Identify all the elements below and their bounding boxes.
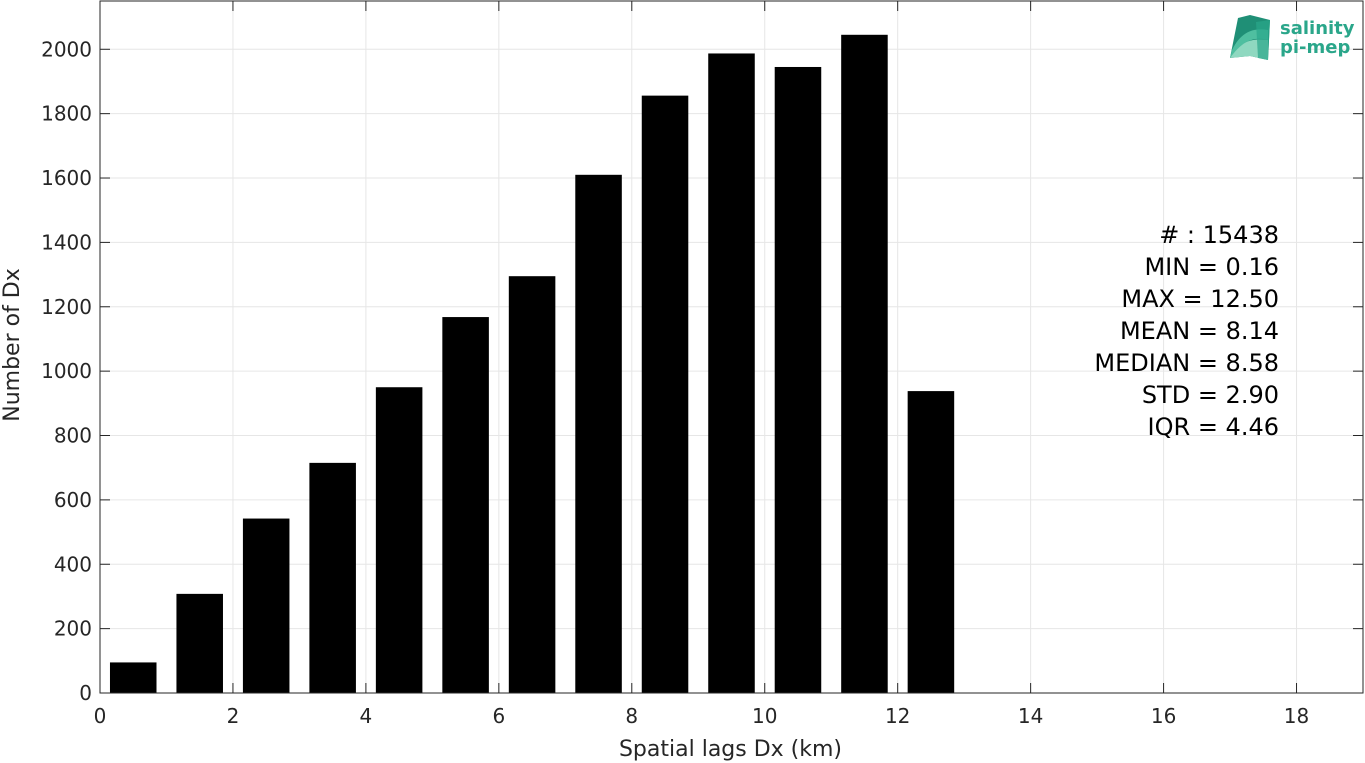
histogram-bar	[309, 462, 356, 693]
histogram-bar	[841, 34, 888, 693]
x-tick-label: 2	[227, 704, 240, 728]
y-tick-label: 1800	[41, 102, 92, 126]
histogram-bar	[109, 662, 157, 693]
stat-line: MIN = 0.16	[1144, 253, 1279, 281]
x-tick-labels: 0 2 4 6 8 10 12 14 16 18	[94, 704, 1310, 728]
stats-annotation: # : 15438 MIN = 0.16 MAX = 12.50 MEAN = 8.1…	[1094, 221, 1279, 441]
stat-line: MEDIAN = 8.58	[1094, 349, 1279, 377]
y-tick-label: 1200	[41, 295, 92, 319]
wave-logo-icon	[1230, 15, 1270, 60]
y-tick-label: 800	[54, 424, 92, 448]
y-tick-label: 0	[79, 681, 92, 705]
x-axis-label: Spatial lags Dx (km)	[619, 737, 842, 762]
histogram-bar	[242, 518, 290, 693]
histogram-bar	[575, 174, 622, 693]
logo-text-line1: salinity	[1280, 18, 1355, 39]
logo-text-line2: pi-mep	[1280, 37, 1350, 58]
x-tick-label: 8	[625, 704, 638, 728]
histogram-bar	[907, 391, 955, 693]
histogram-bar	[508, 276, 556, 693]
y-tick-label: 2000	[41, 37, 92, 61]
x-tick-label: 4	[360, 704, 373, 728]
y-tick-label: 200	[54, 617, 92, 641]
y-tick-label: 600	[54, 488, 92, 512]
histogram-bar	[708, 53, 755, 693]
stat-line: # : 15438	[1159, 221, 1279, 249]
x-tick-label: 10	[752, 704, 777, 728]
y-tick-label: 400	[54, 552, 92, 576]
y-tick-label: 1600	[41, 166, 92, 190]
salinity-pi-mep-logo: salinity pi-mep	[1230, 15, 1355, 60]
histogram-bar	[176, 593, 223, 693]
stat-line: MEAN = 8.14	[1120, 317, 1279, 345]
histogram-bar	[375, 387, 423, 693]
y-tick-label: 1000	[41, 359, 92, 383]
x-tick-label: 14	[1018, 704, 1043, 728]
y-axis-label: Number of Dx	[0, 268, 25, 422]
stat-line: STD = 2.90	[1142, 381, 1279, 409]
stat-line: MAX = 12.50	[1121, 285, 1279, 313]
bars	[109, 34, 955, 694]
histogram-bar	[774, 66, 822, 694]
y-tick-labels: 0 200 400 600 800 1000 1200 1400 1600 1800 2000	[41, 37, 92, 705]
histogram-bar	[641, 95, 689, 694]
histogram-bar	[442, 317, 489, 693]
stat-line: IQR = 4.46	[1148, 413, 1279, 441]
x-tick-label: 6	[492, 704, 505, 728]
axes-box	[99, 0, 1364, 694]
x-tick-label: 12	[885, 704, 910, 728]
x-tick-label: 18	[1284, 704, 1309, 728]
y-tick-label: 1400	[41, 230, 92, 254]
x-tick-label: 0	[94, 704, 107, 728]
ticks	[99, 1, 1363, 694]
x-tick-label: 16	[1151, 704, 1176, 728]
